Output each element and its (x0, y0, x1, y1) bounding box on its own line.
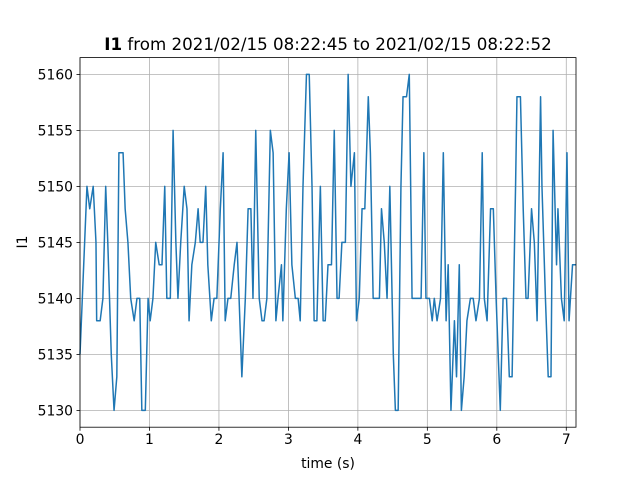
y-tick-label: 5145 (38, 235, 73, 251)
y-axis-label: I1 (15, 236, 31, 249)
y-tick-label: 5140 (38, 291, 73, 307)
plot-frame (79, 57, 577, 428)
x-axis-label: time (s) (301, 456, 355, 472)
x-tick-label: 1 (145, 432, 154, 448)
y-tick-label: 5160 (38, 67, 73, 83)
title-prefix: I1 (104, 34, 122, 54)
x-tick-label: 6 (492, 432, 501, 448)
x-tick-label: 0 (76, 432, 85, 448)
x-tick-label: 4 (353, 432, 362, 448)
x-tick-label: 7 (562, 432, 571, 448)
y-tick-label: 5155 (38, 123, 73, 139)
x-tick-label: 3 (284, 432, 293, 448)
x-tick-label: 5 (423, 432, 432, 448)
y-tick-label: 5130 (38, 403, 73, 419)
y-tick-label: 5150 (38, 179, 73, 195)
y-tick-label: 5135 (38, 347, 73, 363)
data-line (79, 73, 576, 412)
chart-title: I1 from 2021/02/15 08:22:45 to 2021/02/1… (104, 34, 552, 54)
x-tick-label: 2 (215, 432, 224, 448)
title-text: from 2021/02/15 08:22:45 to 2021/02/15 0… (127, 34, 551, 54)
